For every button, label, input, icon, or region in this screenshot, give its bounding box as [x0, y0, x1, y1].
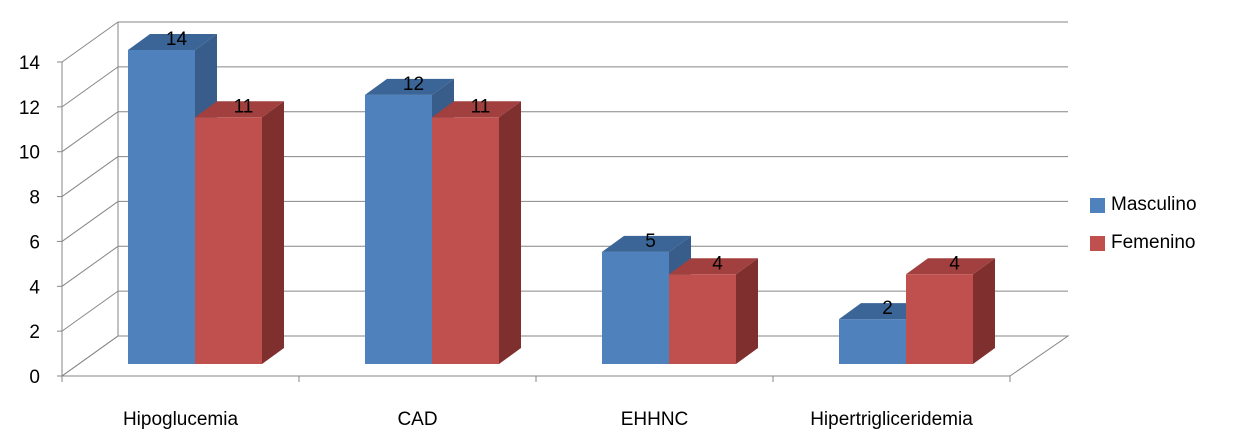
legend-item-femenino: Femenino [1090, 231, 1197, 255]
bar-top [128, 34, 217, 50]
bar-top [906, 258, 995, 275]
bar-top [365, 78, 454, 95]
side-gridline [61, 245, 119, 287]
bar-side [262, 101, 284, 365]
bar-front [128, 50, 195, 364]
data-label: 2 [882, 298, 893, 319]
bar-side [499, 101, 521, 365]
data-label: 12 [403, 74, 424, 95]
data-label: 4 [949, 253, 960, 274]
side-gridline [61, 290, 119, 332]
legend-item-masculino: Masculino [1090, 193, 1197, 217]
bar-front [365, 94, 432, 364]
bar-side [736, 258, 758, 364]
y-tick-label: 10 [19, 143, 40, 164]
side-gridline [61, 21, 119, 63]
data-label: 11 [234, 96, 254, 117]
data-label: 5 [645, 231, 656, 252]
y-tick-label: 2 [29, 322, 40, 343]
data-label: 4 [712, 253, 723, 274]
y-tick-label: 8 [29, 188, 40, 209]
bar-side [973, 258, 995, 364]
x-tick-label: Hipoglucemia [123, 409, 239, 430]
side-gridline [61, 111, 119, 153]
bar-front [839, 319, 906, 364]
side-gridline [61, 201, 119, 242]
y-tick-label: 12 [19, 98, 40, 119]
floor [60, 335, 1070, 377]
bar-top [195, 101, 284, 118]
data-label: 14 [166, 29, 188, 50]
bar-top [432, 101, 521, 118]
legend: Masculino Femenino [1090, 193, 1197, 269]
bar-top [669, 258, 758, 275]
legend-label-femenino: Femenino [1111, 232, 1196, 253]
bar-top [839, 303, 928, 320]
legend-label-masculino: Masculino [1111, 194, 1197, 215]
legend-swatch-femenino [1090, 235, 1105, 251]
side-gridline [61, 156, 119, 197]
x-tick-label: CAD [397, 409, 437, 430]
x-tick-label: Hipertrigliceridemia [810, 409, 973, 430]
bar-front [669, 274, 736, 364]
bar-front [602, 251, 669, 364]
data-label: 11 [471, 96, 491, 117]
bar-front [432, 117, 499, 365]
y-tick-label: 4 [29, 277, 40, 298]
side-gridline [61, 66, 119, 108]
bar-front [195, 117, 262, 365]
y-tick-label: 6 [29, 232, 40, 253]
y-tick-label: 0 [29, 367, 40, 388]
bar-front [906, 274, 973, 364]
legend-swatch-masculino [1090, 197, 1105, 213]
y-tick-label: 14 [19, 53, 41, 74]
bar-top [602, 235, 691, 252]
x-tick-label: EHHNC [621, 409, 689, 430]
